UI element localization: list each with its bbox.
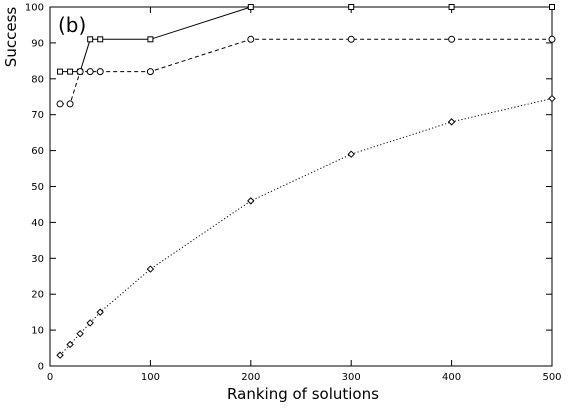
- y-tick-label-60: 60: [31, 146, 44, 157]
- y-tick-label-20: 20: [31, 290, 44, 301]
- y-tick-label-10: 10: [31, 326, 44, 337]
- square-marker: [97, 36, 104, 43]
- diamond-marker: [347, 150, 355, 158]
- y-tick-label-90: 90: [31, 38, 44, 49]
- x-tick-label-400: 400: [442, 372, 461, 383]
- diamond-marker: [447, 118, 456, 126]
- y-tick-label-0: 0: [38, 362, 44, 373]
- plot-area: [49, 6, 553, 367]
- diamond-marker: [76, 329, 84, 338]
- x-tick-label-500: 500: [542, 372, 561, 383]
- y-tick-label-30: 30: [31, 254, 44, 265]
- y-tick-label-70: 70: [31, 110, 44, 121]
- diamond-marker: [66, 340, 74, 349]
- series-circle: [56, 35, 556, 108]
- panel-label: (b): [58, 13, 86, 37]
- y-axis-label: Success: [2, 7, 20, 68]
- y-tick-label-80: 80: [31, 74, 44, 85]
- series-diamond: [56, 94, 556, 359]
- square-marker: [147, 36, 154, 43]
- circle-marker: [548, 35, 556, 43]
- diamond-marker: [96, 308, 104, 316]
- square-marker: [67, 68, 74, 75]
- circle-marker: [347, 35, 355, 43]
- square-marker: [87, 36, 94, 43]
- square-marker: [348, 4, 355, 10]
- circle-marker: [96, 68, 104, 76]
- y-tick-label-50: 50: [31, 182, 44, 193]
- diamond-marker: [56, 351, 64, 359]
- circle-marker: [76, 68, 84, 76]
- data-series: [56, 4, 556, 359]
- x-tick-label-200: 200: [241, 372, 260, 383]
- circle-marker: [56, 100, 64, 108]
- x-tick-label-300: 300: [342, 372, 361, 383]
- circle-marker: [86, 68, 94, 76]
- axis-ticks: 0 100 200 300 400 500 0 10 20 30 40 50 60 70 80 90 100: [25, 3, 562, 384]
- diamond-marker: [86, 319, 94, 327]
- circle-marker: [66, 100, 74, 108]
- diamond-marker: [146, 265, 155, 273]
- square-marker: [247, 4, 254, 10]
- circle-marker: [448, 35, 456, 43]
- series-line-diamond: [59, 98, 553, 356]
- diamond-marker: [247, 197, 255, 205]
- y-tick-label-40: 40: [31, 218, 44, 229]
- square-marker: [57, 68, 64, 75]
- circle-marker: [146, 68, 154, 76]
- x-tick-label-0: 0: [47, 372, 53, 383]
- y-tick-label-100: 100: [25, 3, 44, 14]
- square-marker: [549, 4, 555, 10]
- x-tick-label-100: 100: [141, 372, 160, 383]
- series-line-square: [60, 6, 552, 73]
- circle-marker: [247, 35, 255, 43]
- diamond-marker: [548, 94, 556, 103]
- square-marker: [448, 4, 455, 10]
- x-axis-label: Ranking of solutions: [227, 385, 379, 403]
